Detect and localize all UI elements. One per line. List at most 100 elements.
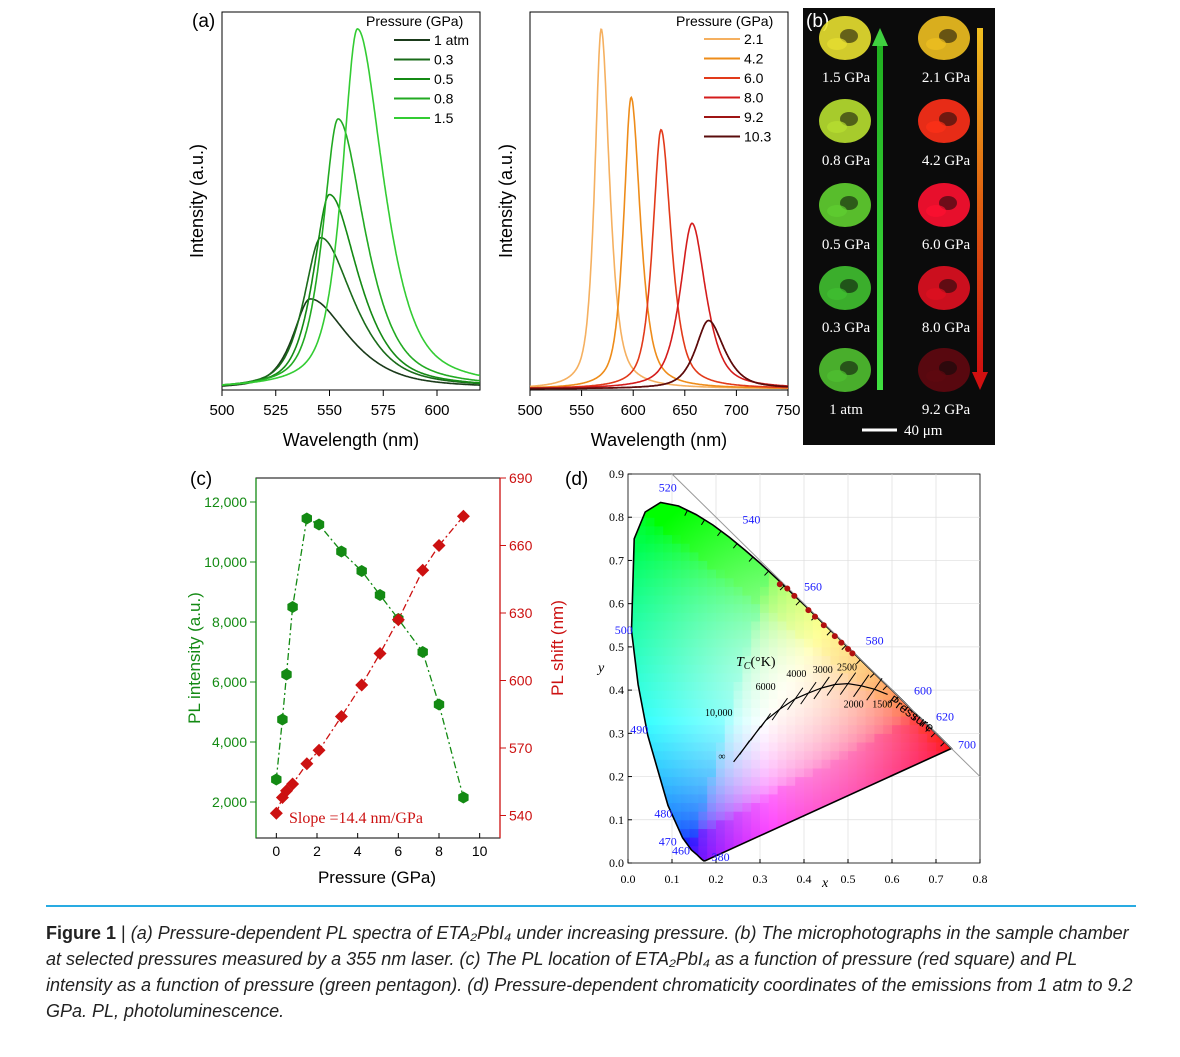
cie-cell <box>954 811 963 820</box>
cie-cell <box>909 793 919 803</box>
cie-cell <box>839 491 848 500</box>
photo-left-label: 0.5 GPa <box>822 237 871 253</box>
photo-lobe <box>926 38 946 50</box>
figure: (a) Intensity (a.u.) Wavelength (nm) 500… <box>185 8 995 891</box>
cie-cell <box>777 543 787 553</box>
cie-cell <box>874 491 883 500</box>
cie-cell <box>812 534 823 544</box>
panel-a2-legend-label: 8.0 <box>744 90 764 106</box>
cct-label: 6000 <box>756 682 776 693</box>
cie-cell <box>944 534 952 544</box>
cie-cell <box>839 502 849 510</box>
panel-d-ytick-label: 0.4 <box>609 683 624 697</box>
cie-cell <box>848 819 858 829</box>
cie-cell <box>760 551 770 561</box>
cie-cell <box>856 595 867 605</box>
chromaticity-point <box>791 592 798 599</box>
photo-right-1 <box>918 99 970 143</box>
photo-dark-spot <box>939 279 957 293</box>
cie-cell <box>944 560 952 570</box>
cie-cell <box>631 508 638 518</box>
cie-cell <box>954 526 963 535</box>
cie-cell <box>927 837 937 847</box>
locus-tick <box>869 672 875 678</box>
panel-d-ylabel: y <box>596 661 605 676</box>
cie-cell <box>848 595 858 605</box>
cie-cell <box>900 551 911 561</box>
locus-tick <box>732 543 738 549</box>
cie-cell <box>883 854 893 861</box>
cie-cell <box>812 845 823 855</box>
cie-cell <box>874 502 884 510</box>
cie-cell <box>795 560 805 570</box>
intensity-fit-line <box>275 517 465 798</box>
cie-cell <box>874 569 884 579</box>
cie-cell <box>804 508 814 518</box>
cie-cell <box>918 655 928 665</box>
cie-cell <box>883 534 893 544</box>
cie-cell <box>927 776 937 786</box>
cie-cell <box>944 543 952 553</box>
cie-cell <box>768 508 779 518</box>
cie-cell <box>936 491 945 500</box>
cie-cell <box>918 793 928 803</box>
cie-cell <box>742 502 752 510</box>
cie-cell <box>918 828 928 838</box>
panel-a-xtick-label: 600 <box>424 402 449 419</box>
cie-cell <box>909 551 919 561</box>
cie-cell <box>865 845 875 855</box>
cie-cell <box>954 785 963 794</box>
cie-cell <box>865 612 875 622</box>
cie-cell <box>918 508 928 518</box>
cie-cell <box>900 785 911 795</box>
panel-a-series-0.3 <box>222 236 480 386</box>
cie-cell <box>927 629 937 639</box>
cie-cell <box>751 534 761 544</box>
cie-cell <box>892 629 902 639</box>
cie-cell <box>848 603 858 613</box>
intensity-point <box>271 773 282 786</box>
cie-cell <box>900 819 911 829</box>
cie-cell <box>927 577 937 587</box>
cie-cell <box>900 534 911 544</box>
cie-cell <box>733 502 743 510</box>
photo-dark-spot <box>840 279 858 293</box>
cie-cell <box>821 517 831 527</box>
cie-cell <box>918 577 928 587</box>
cie-cell <box>804 543 814 553</box>
cie-cell <box>944 638 952 648</box>
panel-d-xtick-label: 0.4 <box>797 872 812 886</box>
isotherm-line <box>853 674 870 698</box>
cie-cell <box>944 595 952 605</box>
cie-cell <box>954 491 963 500</box>
cie-cell <box>865 646 875 657</box>
cie-cell <box>936 819 946 829</box>
cie-cell <box>936 508 946 518</box>
cie-cell <box>848 551 858 561</box>
panel-a2-xlabel: Wavelength (nm) <box>591 430 727 450</box>
cie-cell <box>927 698 937 708</box>
cie-cell <box>954 707 963 716</box>
cie-cell <box>927 569 937 579</box>
cie-cell <box>654 793 664 803</box>
cie-cell <box>892 621 902 631</box>
cie-cell <box>848 517 858 527</box>
photo-right-label: 9.2 GPa <box>922 402 971 418</box>
cie-cell <box>900 776 911 786</box>
cie-cell <box>909 646 919 657</box>
panel-a-legend-label: 1.5 <box>434 110 454 126</box>
panel-c-ytick-right-label: 570 <box>509 740 533 756</box>
cie-cell <box>892 655 902 665</box>
cie-cell <box>909 517 919 527</box>
cie-cell <box>848 629 858 639</box>
cie-cell <box>865 802 875 812</box>
cie-cell <box>768 543 779 553</box>
cie-cell <box>900 828 911 838</box>
cie-cell <box>945 491 954 500</box>
cie-cell <box>918 586 928 596</box>
cie-cell <box>954 543 963 552</box>
cie-cell <box>795 837 805 847</box>
cie-cell <box>856 828 867 838</box>
cie-cell <box>874 819 884 829</box>
